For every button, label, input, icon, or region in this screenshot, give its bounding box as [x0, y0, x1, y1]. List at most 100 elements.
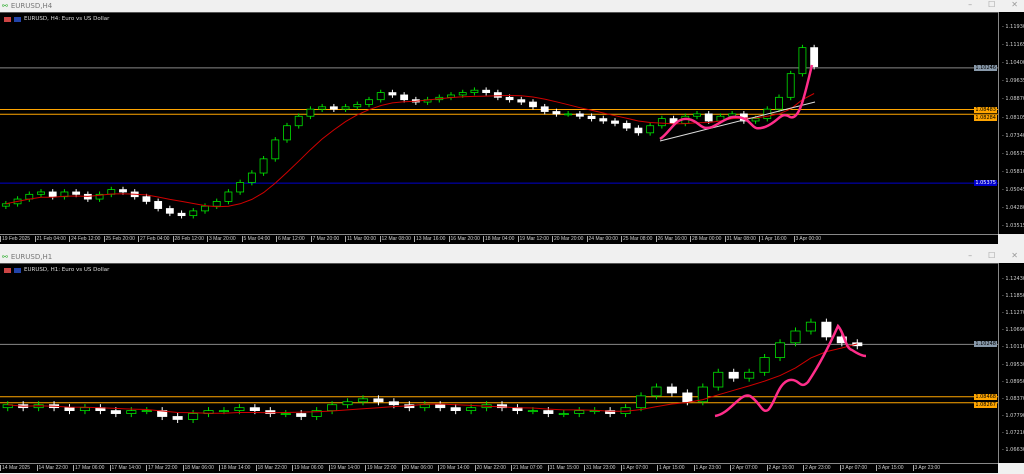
h4-time-axis[interactable]: 19 Feb 2025 21 Feb 04:00 24 Feb 12:00 25 Fe…	[0, 234, 998, 244]
price-label: - 1.06575	[1002, 150, 1024, 157]
chart-header: EURUSD, H4: Euro vs US Dollar	[4, 16, 109, 22]
candle-body	[188, 413, 199, 420]
time-label: 19 Mar 12:00	[517, 236, 549, 242]
h4-price-axis[interactable]: - 1.11930 - 1.11165 - 1.10400 - 1.09635 - 1.…	[998, 12, 1024, 234]
time-label: 18 Mar 06:00	[182, 465, 214, 471]
candle-body	[611, 120, 619, 124]
candle-body	[95, 193, 104, 200]
price-label: - 1.06630	[1002, 447, 1024, 453]
price-label: - 1.11850	[1002, 293, 1024, 300]
close-button[interactable]: ✕	[1011, 0, 1018, 9]
candle-body	[259, 158, 268, 174]
candle-body	[682, 392, 693, 403]
candle-body	[790, 330, 801, 344]
candle-body	[493, 92, 502, 98]
h4-titlebar[interactable]: ⚯ EURUSD,H4 – ☐ ✕	[0, 0, 1024, 12]
candle-body	[552, 111, 561, 115]
eu-flag-icon	[4, 16, 11, 22]
candle-body	[574, 410, 585, 414]
h4-chart[interactable]: EURUSD, H4: Euro vs US Dollar 1.10246 1.0…	[0, 12, 998, 234]
candle-body	[622, 122, 631, 129]
candle-body	[341, 106, 350, 110]
candle-body	[110, 410, 121, 414]
candle-body	[821, 321, 832, 338]
candle-body	[666, 386, 677, 394]
candle-body	[224, 191, 233, 202]
price-label: - 1.11165	[1002, 42, 1024, 49]
us-flag-icon	[14, 267, 21, 273]
time-label: 20 Mar 14:00	[438, 465, 470, 471]
candle-body	[450, 407, 461, 412]
h1-titlebar[interactable]: ⚯ EURUSD,H1 – ☐ ✕	[0, 251, 1024, 263]
price-label: - 1.11930	[1002, 24, 1024, 30]
candle-body	[527, 410, 538, 413]
time-label: 28 Mar 00:00	[690, 236, 722, 242]
candle-body	[311, 410, 322, 417]
candle-body	[318, 106, 327, 110]
candle-body	[236, 182, 245, 193]
eu-flag-icon	[4, 267, 11, 273]
time-label: 31 Mar 08:00	[724, 236, 756, 242]
candle-body	[810, 47, 819, 67]
candle-body	[142, 196, 151, 202]
candle-body	[154, 201, 163, 209]
chart-header-text: EURUSD, H1: Euro vs US Dollar	[24, 267, 110, 273]
maximize-button[interactable]: ☐	[988, 251, 996, 260]
chart-icon: ⚯	[2, 253, 8, 261]
minimize-button[interactable]: –	[968, 251, 973, 260]
time-label: 19 Mar 14:00	[328, 465, 360, 471]
candle-body	[234, 407, 245, 412]
candle-body	[177, 212, 186, 217]
time-label: 1 Apr 16:00	[759, 236, 787, 242]
candle-body	[376, 92, 385, 101]
time-label: 31 Mar 23:00	[584, 465, 616, 471]
candle-body	[693, 113, 701, 117]
price-label: - 1.10110	[1002, 344, 1024, 351]
h1-chart[interactable]: EURUSD, H1: Euro vs US Dollar 1.10248 1.0…	[0, 263, 998, 463]
time-label: 25 Mar 08:00	[621, 236, 653, 242]
time-label: 13 Mar 16:00	[414, 236, 446, 242]
close-button[interactable]: ✕	[1011, 251, 1018, 260]
time-label: 18 Mar 14:00	[219, 465, 251, 471]
trendline	[659, 101, 816, 142]
candle-body	[388, 92, 397, 96]
candle-body	[798, 47, 807, 75]
time-label: 26 Mar 16:00	[655, 236, 687, 242]
candle-body	[587, 115, 596, 120]
candle-body	[697, 386, 708, 403]
time-label: 21 Feb 04:00	[34, 236, 66, 242]
candle-body	[466, 407, 477, 412]
h1-time-axis[interactable]: 14 Mar 2025 14 Mar 22:00 17 Mar 06:00 17 Ma…	[0, 463, 998, 473]
price-label: - 1.08870	[1002, 96, 1024, 103]
candle-body	[805, 321, 816, 332]
candle-body	[218, 410, 230, 413]
candle-body	[126, 410, 137, 414]
maximize-button[interactable]: ☐	[988, 0, 996, 9]
time-label: 20 Mar 22:00	[474, 465, 506, 471]
candle-body	[419, 404, 430, 409]
time-label: 17 Mar 06:00	[73, 465, 105, 471]
candle-body	[64, 407, 75, 412]
candle-body	[271, 139, 280, 160]
candle-body	[388, 401, 399, 406]
time-label: 3 Apr 07:00	[839, 465, 868, 471]
time-label: 18 Mar 22:00	[255, 465, 287, 471]
candle-body	[646, 125, 655, 134]
time-label: 2 Apr 23:00	[803, 465, 831, 471]
h1-price-axis[interactable]: - 1.12430 - 1.11850 - 1.11270 - 1.10690 - 1.…	[998, 263, 1024, 463]
candle-body	[365, 99, 373, 105]
candle-body	[836, 336, 847, 344]
candle-body	[79, 407, 90, 412]
time-label: 20 Mar 06:00	[401, 465, 433, 471]
time-label: 12 Mar 08:00	[379, 236, 411, 242]
candle-body	[1, 203, 10, 207]
candle-body	[728, 371, 739, 379]
price-tag-level1: 1.08483	[974, 106, 997, 113]
time-label: 16 Mar 20:00	[448, 236, 480, 242]
candle-body	[496, 404, 508, 409]
price-label: - 1.09635	[1002, 78, 1024, 85]
candle-body	[775, 96, 783, 110]
candle-body	[48, 191, 57, 198]
candle-body	[540, 106, 549, 112]
minimize-button[interactable]: –	[968, 0, 973, 9]
